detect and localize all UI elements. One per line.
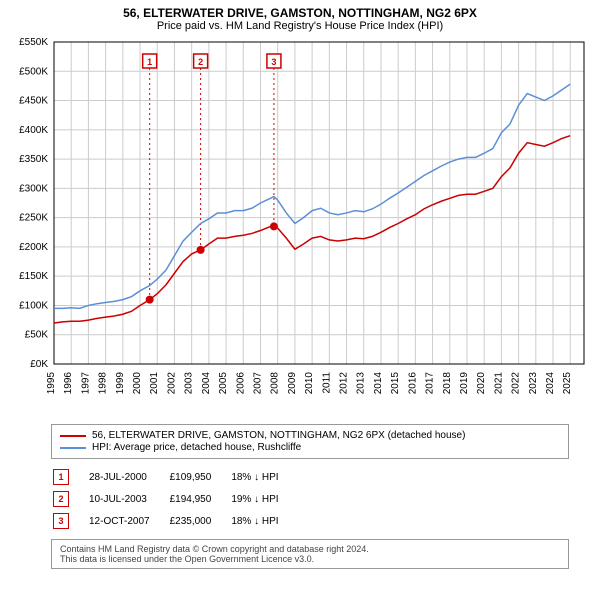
svg-text:2003: 2003 <box>184 372 195 395</box>
svg-text:2023: 2023 <box>528 372 539 395</box>
marker-row: 3 12-OCT-2007£235,00018% ↓ HPI <box>53 511 297 531</box>
marker-date: 28-JUL-2000 <box>89 467 168 487</box>
svg-text:2017: 2017 <box>425 372 436 395</box>
svg-text:2020: 2020 <box>476 372 487 395</box>
legend-label: HPI: Average price, detached house, Rush… <box>92 442 301 453</box>
legend: 56, ELTERWATER DRIVE, GAMSTON, NOTTINGHA… <box>51 424 569 459</box>
svg-text:2007: 2007 <box>252 372 263 395</box>
svg-text:3: 3 <box>271 57 276 67</box>
svg-text:2004: 2004 <box>201 372 212 395</box>
marker-diff: 18% ↓ HPI <box>231 467 296 487</box>
price-chart: £0K £50K £100K £150K £200K £250K £300K £350K £40… <box>6 36 594 416</box>
footer-attribution: Contains HM Land Registry data © Crown c… <box>51 539 569 569</box>
legend-swatch <box>60 447 86 449</box>
svg-text:1: 1 <box>147 57 152 67</box>
svg-text:2014: 2014 <box>373 372 384 395</box>
svg-text:2022: 2022 <box>511 372 522 395</box>
svg-text:£250K: £250K <box>19 213 48 224</box>
svg-text:£200K: £200K <box>19 242 48 253</box>
svg-text:£550K: £550K <box>19 37 48 48</box>
legend-label: 56, ELTERWATER DRIVE, GAMSTON, NOTTINGHA… <box>92 430 465 441</box>
marker-row: 2 10-JUL-2003£194,95019% ↓ HPI <box>53 489 297 509</box>
svg-text:2015: 2015 <box>390 372 401 395</box>
svg-text:1995: 1995 <box>46 372 57 395</box>
marker-number-box: 2 <box>53 491 69 507</box>
svg-text:2018: 2018 <box>442 372 453 395</box>
marker-date: 10-JUL-2003 <box>89 489 168 509</box>
svg-text:£450K: £450K <box>19 96 48 107</box>
svg-text:2011: 2011 <box>321 372 332 394</box>
svg-text:£350K: £350K <box>19 154 48 165</box>
marker-row: 1 28-JUL-2000£109,95018% ↓ HPI <box>53 467 297 487</box>
svg-text:2012: 2012 <box>339 372 350 395</box>
marker-number-box: 1 <box>53 469 69 485</box>
svg-text:2019: 2019 <box>459 372 470 395</box>
marker-date: 12-OCT-2007 <box>89 511 168 531</box>
svg-text:2002: 2002 <box>166 372 177 395</box>
footer-line2: This data is licensed under the Open Gov… <box>60 554 560 564</box>
svg-text:£300K: £300K <box>19 183 48 194</box>
legend-row: 56, ELTERWATER DRIVE, GAMSTON, NOTTINGHA… <box>60 430 560 441</box>
svg-text:£0K: £0K <box>30 359 48 370</box>
marker-price: £235,000 <box>170 511 230 531</box>
svg-text:2008: 2008 <box>270 372 281 395</box>
svg-text:2: 2 <box>198 57 203 67</box>
svg-text:1998: 1998 <box>98 372 109 395</box>
page-subtitle: Price paid vs. HM Land Registry's House … <box>6 20 594 32</box>
svg-text:2025: 2025 <box>562 372 573 395</box>
marker-diff: 18% ↓ HPI <box>231 511 296 531</box>
svg-text:2021: 2021 <box>493 372 504 395</box>
svg-text:2010: 2010 <box>304 372 315 395</box>
svg-text:£400K: £400K <box>19 125 48 136</box>
svg-text:2006: 2006 <box>235 372 246 395</box>
marker-table: 128-JUL-2000£109,95018% ↓ HPI210-JUL-200… <box>51 465 299 533</box>
svg-text:£500K: £500K <box>19 66 48 77</box>
page-title: 56, ELTERWATER DRIVE, GAMSTON, NOTTINGHA… <box>6 6 594 20</box>
svg-text:2024: 2024 <box>545 372 556 395</box>
svg-text:1999: 1999 <box>115 372 126 395</box>
marker-diff: 19% ↓ HPI <box>231 489 296 509</box>
svg-text:£100K: £100K <box>19 300 48 311</box>
svg-text:1996: 1996 <box>63 372 74 395</box>
svg-text:2000: 2000 <box>132 372 143 395</box>
svg-text:2016: 2016 <box>407 372 418 395</box>
svg-text:1997: 1997 <box>80 372 91 395</box>
legend-row: HPI: Average price, detached house, Rush… <box>60 442 560 453</box>
marker-price: £109,950 <box>170 467 230 487</box>
svg-text:2013: 2013 <box>356 372 367 395</box>
legend-swatch <box>60 435 86 437</box>
svg-text:2009: 2009 <box>287 372 298 395</box>
svg-text:2001: 2001 <box>149 372 160 395</box>
svg-text:£50K: £50K <box>25 330 49 341</box>
marker-price: £194,950 <box>170 489 230 509</box>
marker-number-box: 3 <box>53 513 69 529</box>
svg-text:2005: 2005 <box>218 372 229 395</box>
svg-text:£150K: £150K <box>19 271 48 282</box>
footer-line1: Contains HM Land Registry data © Crown c… <box>60 544 560 554</box>
